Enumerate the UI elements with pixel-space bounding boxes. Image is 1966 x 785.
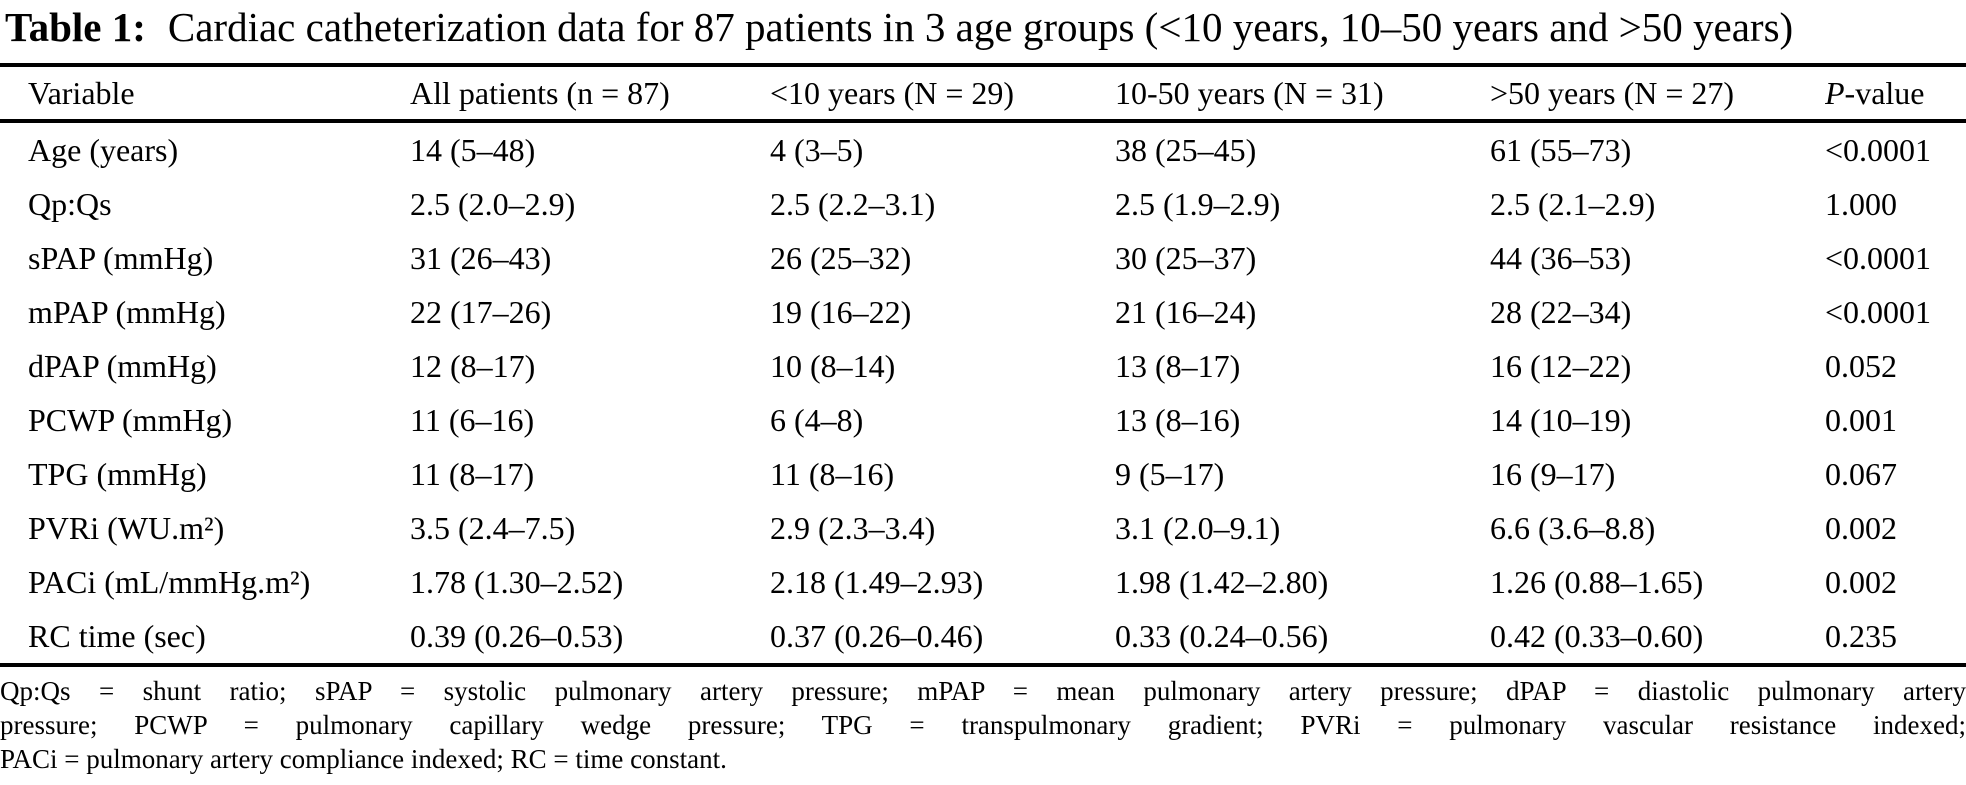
footnote-line: PACi = pulmonary artery compliance index… (0, 744, 727, 774)
table-row: Qp:Qs 2.5 (2.0–2.9) 2.5 (2.2–3.1) 2.5 (1.9–… (0, 177, 1966, 231)
table-cell: 2.5 (2.0–2.9) (410, 185, 576, 222)
table-cell: 0.052 (1825, 347, 1897, 384)
table-cell: 1.000 (1825, 185, 1897, 222)
table-cell: 16 (9–17) (1490, 455, 1616, 492)
table-cell: 11 (8–17) (410, 455, 535, 492)
table-cell: <0.0001 (1825, 239, 1932, 276)
table-cell: 38 (25–45) (1115, 131, 1257, 168)
column-header-10-50: 10-50 years (N = 31) (1115, 65, 1490, 123)
table-cell: 0.42 (0.33–0.60) (1490, 617, 1704, 654)
table-row: sPAP (mmHg) 31 (26–43) 26 (25–32) 30 (25–37… (0, 231, 1966, 285)
table-cell: 2.5 (2.1–2.9) (1490, 185, 1656, 222)
table-cell: 1.26 (0.88–1.65) (1490, 563, 1704, 600)
table-cell: 28 (22–34) (1490, 293, 1632, 330)
row-label: PCWP (mmHg) (28, 401, 233, 438)
table-body: Age (years) 14 (5–48) 4 (3–5) 38 (25–45) 61 … (0, 121, 1966, 665)
column-header-under-10: <10 years (N = 29) (770, 65, 1115, 123)
table-cell: 0.235 (1825, 617, 1897, 654)
table-cell: 26 (25–32) (770, 239, 912, 276)
table-cell: 0.37 (0.26–0.46) (770, 617, 984, 654)
data-table: Variable All patients (n = 87) <10 years… (0, 63, 1966, 667)
table-cell: 0.33 (0.24–0.56) (1115, 617, 1329, 654)
table-cell: 1.98 (1.42–2.80) (1115, 563, 1329, 600)
table-cell: 6.6 (3.6–8.8) (1490, 509, 1656, 546)
row-label: TPG (mmHg) (28, 455, 207, 492)
table-cell: 2.9 (2.3–3.4) (770, 509, 936, 546)
caption-label: Table 1: (5, 4, 146, 50)
table-cell: 4 (3–5) (770, 131, 864, 168)
table-cell: <0.0001 (1825, 293, 1932, 330)
row-label: mPAP (mmHg) (28, 293, 226, 330)
table-cell: 2.18 (1.49–2.93) (770, 563, 984, 600)
footnote-line: pressure; PCWP = pulmonary capillary wed… (0, 710, 1966, 740)
table-cell: 0.002 (1825, 563, 1897, 600)
table-cell: 2.5 (2.2–3.1) (770, 185, 936, 222)
row-label: dPAP (mmHg) (28, 347, 217, 384)
table-cell: 2.5 (1.9–2.9) (1115, 185, 1281, 222)
table-cell: 13 (8–16) (1115, 401, 1241, 438)
table-row: mPAP (mmHg) 22 (17–26) 19 (16–22) 21 (16–24… (0, 285, 1966, 339)
column-header-all-patients: All patients (n = 87) (410, 65, 770, 123)
row-label: Age (years) (28, 131, 179, 168)
table-cell: 0.067 (1825, 455, 1897, 492)
table-row: RC time (sec) 0.39 (0.26–0.53) 0.37 (0.26–… (0, 609, 1966, 665)
table-cell: 16 (12–22) (1490, 347, 1632, 384)
header-row: Variable All patients (n = 87) <10 years… (0, 65, 1966, 123)
table-cell: 3.1 (2.0–9.1) (1115, 509, 1281, 546)
table-cell: 61 (55–73) (1490, 131, 1632, 168)
table-cell: 22 (17–26) (410, 293, 552, 330)
pvalue-rest: -value (1844, 74, 1925, 111)
row-label: RC time (sec) (28, 617, 206, 654)
row-label: PVRi (WU.m²) (28, 509, 225, 546)
table-cell: 21 (16–24) (1115, 293, 1257, 330)
pvalue-italic-p: P (1825, 74, 1845, 111)
table-cell: 31 (26–43) (410, 239, 552, 276)
table-row: PACi (mL/mmHg.m²) 1.78 (1.30–2.52) 2.18 (1… (0, 555, 1966, 609)
table-cell: 13 (8–17) (1115, 347, 1241, 384)
column-header-pvalue: P-value (1825, 65, 1966, 123)
table-footnote: Qp:Qs = shunt ratio; sPAP = systolic pul… (0, 667, 1966, 776)
table-cell: 11 (8–16) (770, 455, 895, 492)
table-cell: <0.0001 (1825, 131, 1932, 168)
row-label: PACi (mL/mmHg.m²) (28, 563, 311, 600)
table-cell: 0.001 (1825, 401, 1897, 438)
caption-text: Cardiac catheterization data for 87 pati… (167, 4, 1794, 50)
table-row: TPG (mmHg) 11 (8–17) 11 (8–16) 9 (5–17) 16 (… (0, 447, 1966, 501)
table-cell: 6 (4–8) (770, 401, 864, 438)
table-caption: Table 1: Cardiac catheterization data for… (0, 0, 1966, 63)
table-row: PCWP (mmHg) 11 (6–16) 6 (4–8) 13 (8–16) 14 (… (0, 393, 1966, 447)
table-cell: 1.78 (1.30–2.52) (410, 563, 624, 600)
table-row: Age (years) 14 (5–48) 4 (3–5) 38 (25–45) 61 … (0, 121, 1966, 177)
table-cell: 0.39 (0.26–0.53) (410, 617, 624, 654)
row-label: Qp:Qs (28, 185, 112, 222)
row-label: sPAP (mmHg) (28, 239, 214, 276)
column-header-variable: Variable (0, 65, 410, 123)
column-header-over-50: >50 years (N = 27) (1490, 65, 1825, 123)
table-row: dPAP (mmHg) 12 (8–17) 10 (8–14) 13 (8–17) 16… (0, 339, 1966, 393)
table-cell: 12 (8–17) (410, 347, 536, 384)
table-cell: 3.5 (2.4–7.5) (410, 509, 576, 546)
table-cell: 30 (25–37) (1115, 239, 1257, 276)
table-cell: 14 (10–19) (1490, 401, 1632, 438)
table-row: PVRi (WU.m²) 3.5 (2.4–7.5) 2.9 (2.3–3.4) 3.… (0, 501, 1966, 555)
table-cell: 9 (5–17) (1115, 455, 1225, 492)
table-cell: 11 (6–16) (410, 401, 535, 438)
footnote-line: Qp:Qs = shunt ratio; sPAP = systolic pul… (0, 676, 1966, 706)
table-cell: 44 (36–53) (1490, 239, 1632, 276)
table-cell: 10 (8–14) (770, 347, 896, 384)
table-cell: 14 (5–48) (410, 131, 536, 168)
table-cell: 19 (16–22) (770, 293, 912, 330)
table-cell: 0.002 (1825, 509, 1897, 546)
